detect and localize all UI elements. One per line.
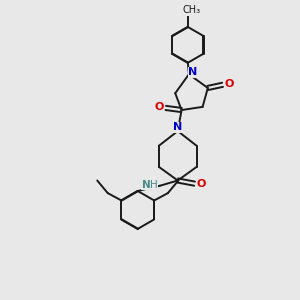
Text: N: N xyxy=(173,122,182,132)
Text: O: O xyxy=(225,79,234,89)
Text: N: N xyxy=(188,67,197,77)
Text: O: O xyxy=(196,179,206,189)
Text: H: H xyxy=(150,180,158,190)
Text: O: O xyxy=(154,102,164,112)
Text: N: N xyxy=(142,180,150,190)
Text: CH₃: CH₃ xyxy=(183,5,201,15)
